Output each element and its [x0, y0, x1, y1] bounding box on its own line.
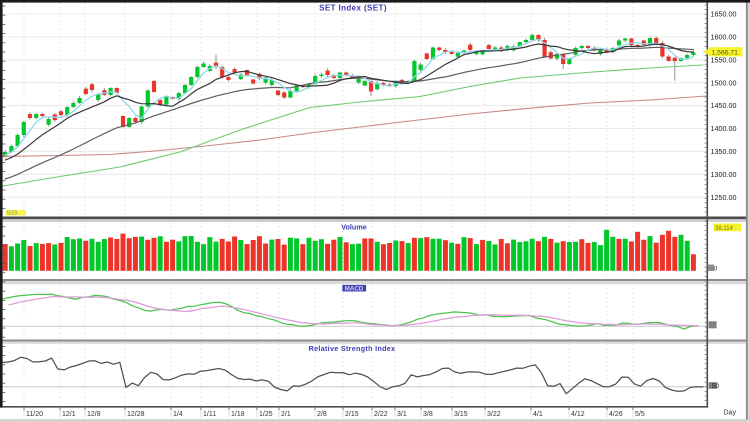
svg-text:1/25: 1/25 — [259, 411, 273, 418]
svg-text:1/4: 1/4 — [173, 411, 183, 418]
svg-text:2/15: 2/15 — [345, 411, 359, 418]
svg-text:Day: Day — [724, 409, 737, 416]
svg-text:1350.00: 1350.00 — [711, 147, 737, 156]
svg-text:1500.00: 1500.00 — [711, 78, 737, 87]
svg-text:38,114: 38,114 — [715, 226, 734, 232]
svg-text:1/18: 1/18 — [231, 411, 245, 418]
svg-text:5/19: 5/19 — [7, 211, 17, 217]
svg-text:1550.00: 1550.00 — [711, 55, 737, 64]
svg-text:1250.00: 1250.00 — [711, 193, 737, 202]
svg-text:1450.00: 1450.00 — [711, 101, 737, 110]
svg-text:1400.00: 1400.00 — [711, 124, 737, 133]
svg-text:4/12: 4/12 — [571, 411, 585, 418]
svg-text:1300.00: 1300.00 — [711, 170, 737, 179]
svg-text:4/1: 4/1 — [533, 411, 543, 418]
svg-text:0: 0 — [714, 265, 718, 272]
svg-text:50: 50 — [712, 383, 720, 390]
svg-text:3/8: 3/8 — [423, 411, 433, 418]
svg-text:4/26: 4/26 — [609, 411, 623, 418]
svg-text:12/1: 12/1 — [62, 411, 76, 418]
svg-text:2/22: 2/22 — [374, 411, 388, 418]
svg-text:11/20: 11/20 — [26, 411, 43, 418]
svg-text:Relative Strength Index: Relative Strength Index — [309, 344, 396, 353]
svg-text:12/28: 12/28 — [127, 411, 145, 418]
svg-text:MACD: MACD — [345, 286, 364, 293]
svg-text:1,566.71: 1,566.71 — [712, 49, 739, 56]
svg-text:1650.00: 1650.00 — [711, 10, 737, 19]
svg-text:2/1: 2/1 — [281, 411, 291, 418]
svg-text:3/1: 3/1 — [397, 411, 407, 418]
svg-text:1/11: 1/11 — [203, 411, 216, 418]
svg-text:3/15: 3/15 — [454, 411, 468, 418]
svg-text:12/8: 12/8 — [87, 411, 101, 418]
svg-text:3/22: 3/22 — [487, 411, 501, 418]
svg-text:Volume: Volume — [341, 222, 366, 231]
svg-text:1600.00: 1600.00 — [711, 33, 737, 42]
svg-text:SET Index (SET): SET Index (SET) — [319, 4, 387, 13]
svg-text:2/8: 2/8 — [317, 411, 327, 418]
svg-text:5/5: 5/5 — [635, 411, 645, 418]
